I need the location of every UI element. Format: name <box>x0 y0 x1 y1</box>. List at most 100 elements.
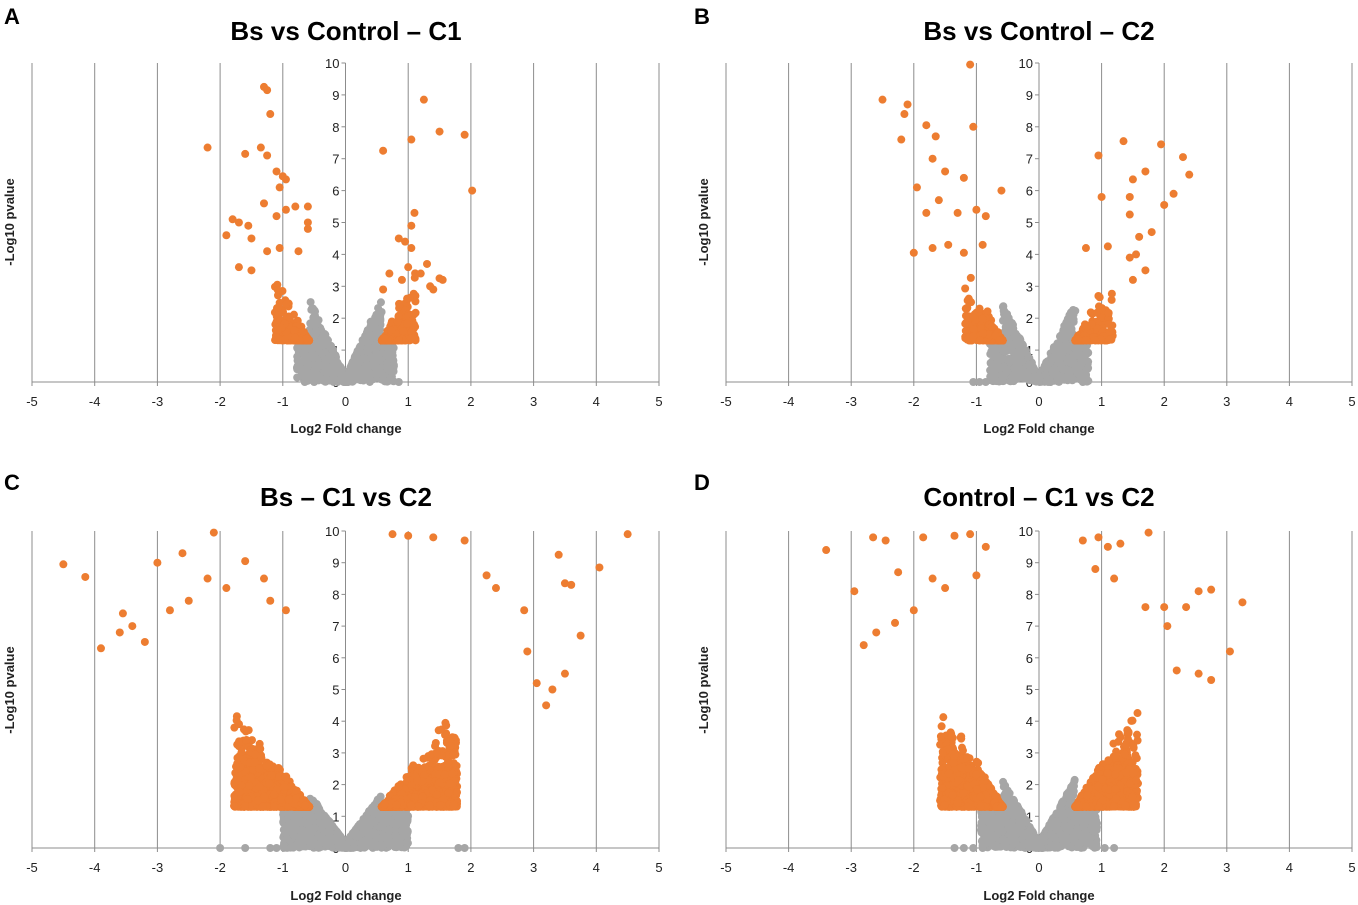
data-point <box>410 208 419 217</box>
x-tick-label: -4 <box>783 394 795 409</box>
x-tick-label: 0 <box>1035 394 1042 409</box>
data-point <box>903 100 912 109</box>
data-point <box>407 221 416 230</box>
data-point <box>941 167 950 176</box>
data-point <box>964 294 973 303</box>
y-tick-label: 2 <box>332 778 339 793</box>
x-tick-label: -1 <box>971 394 983 409</box>
data-point <box>912 183 921 192</box>
data-point <box>379 285 388 294</box>
data-point <box>983 307 992 316</box>
data-point <box>1119 137 1128 146</box>
data-point <box>319 330 328 339</box>
data-point <box>900 110 909 119</box>
data-point <box>325 819 334 828</box>
y-tick-label: 6 <box>332 184 339 199</box>
y-axis-label: -Log10 pvalue <box>2 646 17 733</box>
data-point <box>1071 364 1080 373</box>
data-point <box>934 196 943 205</box>
data-point <box>409 321 418 330</box>
data-point <box>356 342 365 351</box>
data-point <box>345 366 354 375</box>
data-point <box>922 121 931 130</box>
data-point <box>1095 293 1104 302</box>
data-point <box>327 375 336 384</box>
data-point <box>274 326 283 335</box>
data-point <box>216 844 225 852</box>
data-point <box>961 284 970 293</box>
data-point <box>953 208 962 217</box>
data-point <box>1068 376 1077 385</box>
y-tick-label: 4 <box>332 247 339 262</box>
data-point <box>317 824 326 833</box>
x-tick-label: 3 <box>530 860 537 875</box>
panel-letter: C <box>4 470 20 495</box>
data-point <box>922 208 931 217</box>
y-tick-label: 5 <box>332 683 339 698</box>
data-point <box>394 378 403 386</box>
data-point <box>350 839 359 848</box>
panel-title: Bs vs Control – C1 <box>230 16 461 46</box>
panel-title: Bs – C1 vs C2 <box>260 482 432 512</box>
data-point <box>1053 352 1062 361</box>
data-point <box>355 356 364 365</box>
panel-letter: B <box>694 4 710 29</box>
data-point <box>377 821 386 830</box>
data-point <box>1074 335 1083 344</box>
panel-a: A Bs vs Control – C1 Log2 Fold change -L… <box>2 4 663 436</box>
data-point <box>1141 266 1150 275</box>
data-point <box>380 334 389 343</box>
x-axis-label: Log2 Fold change <box>290 421 401 436</box>
data-point <box>1132 250 1141 259</box>
data-point <box>931 132 940 141</box>
data-point <box>1031 375 1040 384</box>
data-point <box>273 286 282 295</box>
data-point <box>279 842 288 851</box>
x-tick-label: -1 <box>277 394 289 409</box>
data-point <box>234 218 243 227</box>
data-point <box>969 332 978 341</box>
data-point <box>290 326 299 335</box>
data-point <box>372 842 381 851</box>
data-point <box>311 369 320 378</box>
x-tick-label: 5 <box>655 860 662 875</box>
data-point <box>397 818 406 827</box>
data-point <box>1075 351 1084 360</box>
x-tick-label: -5 <box>26 394 38 409</box>
data-point <box>376 315 385 324</box>
x-tick-label: 2 <box>467 394 474 409</box>
y-tick-label: 3 <box>332 279 339 294</box>
data-point <box>978 314 987 323</box>
y-tick-label: 6 <box>1026 184 1033 199</box>
data-point <box>341 375 350 384</box>
data-point <box>274 303 283 312</box>
data-point <box>272 844 281 852</box>
x-tick-label: 4 <box>1286 394 1293 409</box>
y-tick-label: 8 <box>1026 120 1033 135</box>
data-point <box>394 336 403 345</box>
data-point <box>1078 378 1087 386</box>
data-point <box>959 248 968 257</box>
data-point <box>987 322 996 331</box>
data-point <box>203 143 212 152</box>
x-axis-label: Log2 Fold change <box>290 888 401 903</box>
data-point <box>389 360 398 369</box>
y-tick-label: 5 <box>1026 216 1033 231</box>
data-point <box>438 275 447 284</box>
data-point <box>391 831 400 840</box>
x-axis-label: Log2 Fold change <box>983 421 1094 436</box>
data-point <box>399 327 408 336</box>
x-tick-label: 0 <box>342 860 349 875</box>
data-point <box>326 341 335 350</box>
data-point <box>1178 153 1187 162</box>
x-tick-label: -4 <box>89 860 101 875</box>
data-point <box>359 814 368 823</box>
data-point <box>314 832 323 841</box>
data-point <box>327 355 336 364</box>
data-point <box>1052 370 1061 379</box>
data-point <box>293 840 302 849</box>
data-point <box>1008 347 1017 356</box>
data-point <box>303 202 312 211</box>
panel-letter: A <box>4 4 20 29</box>
